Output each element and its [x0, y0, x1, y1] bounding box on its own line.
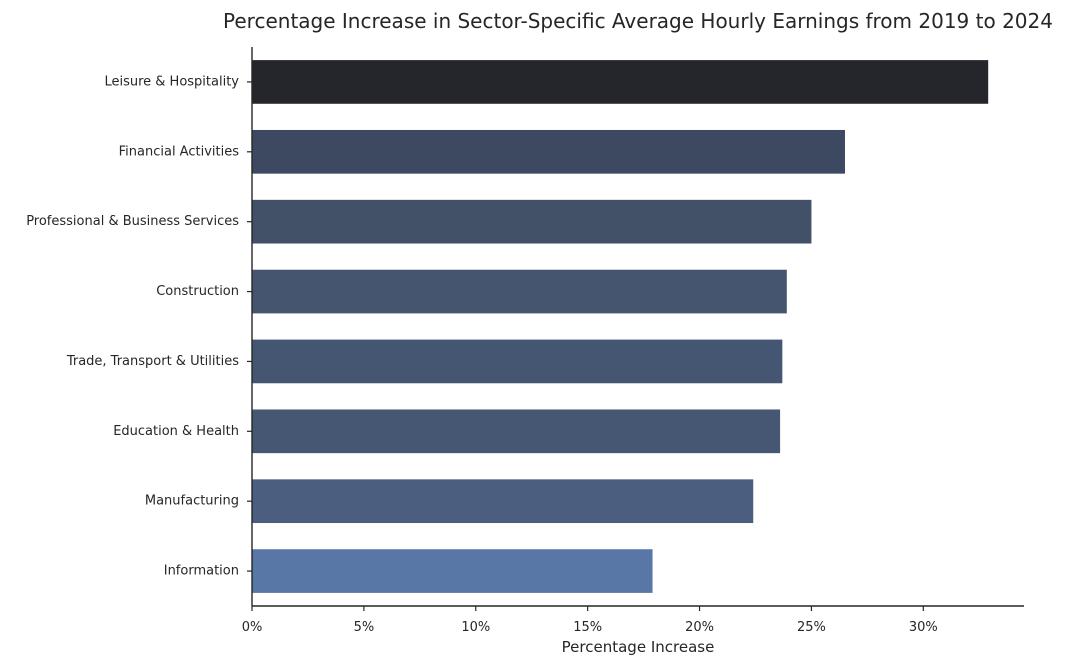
y-tick-label: Leisure & Hospitality [104, 74, 239, 89]
bar [252, 60, 989, 104]
y-tick-label: Information [164, 564, 239, 579]
y-tick-label: Professional & Business Services [26, 214, 239, 229]
bar [252, 549, 653, 593]
x-tick-label: 10% [461, 620, 490, 635]
bar [252, 199, 812, 244]
x-tick-label: 15% [573, 620, 602, 635]
bar [252, 339, 783, 384]
bar [252, 269, 787, 314]
chart-title: Percentage Increase in Sector-Specific A… [223, 9, 1053, 33]
y-tick-label: Financial Activities [119, 144, 240, 159]
y-tick-label: Manufacturing [145, 494, 239, 509]
x-tick-label: 0% [242, 620, 263, 635]
bar [252, 409, 781, 454]
bars-group [252, 60, 989, 593]
y-axis-ticks: Leisure & Hospitality Financial Activitie… [26, 74, 252, 579]
bar [252, 479, 754, 524]
x-tick-label: 5% [354, 620, 375, 635]
y-tick-label: Education & Health [113, 424, 239, 439]
x-tick-label: 30% [909, 620, 938, 635]
x-tick-label: 25% [797, 620, 826, 635]
bar [252, 129, 845, 174]
x-tick-label: 20% [685, 620, 714, 635]
y-tick-label: Trade, Transport & Utilities [66, 354, 239, 369]
x-axis-ticks: 0% 5% 10% 15% 20% 25% 30% [242, 606, 938, 635]
y-tick-label: Construction [156, 284, 239, 299]
x-axis-label: Percentage Increase [562, 638, 715, 656]
